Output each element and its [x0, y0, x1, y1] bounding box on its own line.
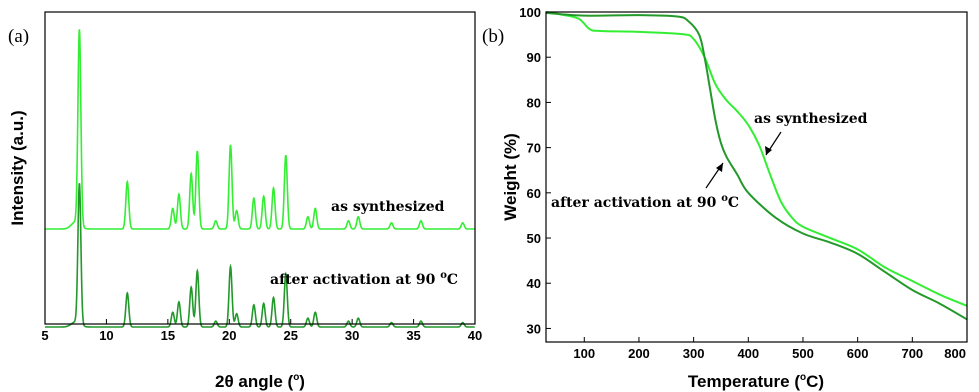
panel-a: (a) 5 10 15 20 25 30 35 40 2θ angle (o) Intensi…: [8, 11, 482, 391]
panel-b-x-tick-label: 700: [901, 346, 923, 361]
panel-a-y-axis-label: Intensity (a.u.): [8, 110, 27, 225]
panel-a-x-axis-label: 2θ angle (o): [215, 372, 305, 391]
panel-b-label: (b): [482, 26, 504, 47]
panel-b-x-tick-label: 600: [847, 346, 869, 361]
panel-a-series-after-activation: [45, 183, 475, 328]
panel-b-y-tick-label: 60: [527, 186, 541, 201]
panel-b-series-as-synthesized: [545, 11, 968, 307]
panel-b-y-ticks: 30 40 50 60 70 80 90 100: [519, 5, 551, 336]
panel-a-x-tick-label: 5: [41, 328, 48, 343]
panel-a-x-tick-label: 25: [283, 328, 297, 343]
panel-b-frame: [545, 11, 968, 343]
panel-b-x-tick-label: 100: [573, 346, 595, 361]
panel-b: (b) 100 200 300 400 500 600 700 800 30 40 50 60 70 8…: [482, 5, 968, 391]
panel-a-annotation-after-activation: after activation at 90 oC: [270, 270, 458, 288]
panel-a-annotation-as-synthesized: as synthesized: [331, 199, 445, 215]
panel-a-series-as-synthesized: [45, 29, 475, 230]
panel-b-x-tick-label: 200: [628, 346, 650, 361]
panel-a-x-tick-label: 30: [345, 328, 359, 343]
panel-a-x-tick-label: 10: [99, 328, 113, 343]
panel-b-y-tick-label: 80: [527, 95, 541, 110]
panel-b-x-tick-label: 800: [944, 346, 966, 361]
panel-b-x-tick-label: 300: [683, 346, 705, 361]
panel-b-y-tick-label: 50: [527, 231, 541, 246]
panel-a-x-tick-label: 35: [406, 328, 420, 343]
panel-a-x-tick-label: 15: [161, 328, 175, 343]
panel-a-frame: [44, 11, 476, 325]
panel-b-curves: [545, 11, 968, 321]
panel-b-x-tick-label: 500: [792, 346, 814, 361]
panel-a-curves: [45, 29, 475, 328]
panel-b-arrowhead-after-activation: [716, 163, 723, 172]
panel-b-y-tick-label: 30: [527, 321, 541, 336]
panel-a-label: (a): [8, 26, 29, 47]
panel-b-x-tick-label: 400: [737, 346, 759, 361]
panel-b-arrowhead-as-synthesized: [765, 146, 772, 155]
panel-b-x-axis-label: Temperature (oC): [688, 372, 824, 391]
panel-a-x-tick-label: 20: [222, 328, 236, 343]
panel-a-x-tick-label: 40: [468, 328, 482, 343]
panel-b-y-tick-label: 100: [519, 5, 541, 20]
panel-b-y-tick-label: 90: [527, 50, 541, 65]
panel-b-y-axis-label: Weight (%): [501, 133, 520, 221]
panel-b-annotation-as-synthesized: as synthesized: [754, 111, 868, 127]
panel-b-y-tick-label: 70: [527, 141, 541, 156]
panel-b-y-tick-label: 40: [527, 276, 541, 291]
panel-b-series-after-activation: [545, 11, 968, 321]
panel-b-x-ticks: 100 200 300 400 500 600 700 800: [573, 337, 968, 361]
panel-b-annotation-after-activation: after activation at 90 oC: [551, 193, 739, 211]
panel-a-x-ticks: 5 10 15 20 25 30 35 40: [41, 319, 482, 343]
